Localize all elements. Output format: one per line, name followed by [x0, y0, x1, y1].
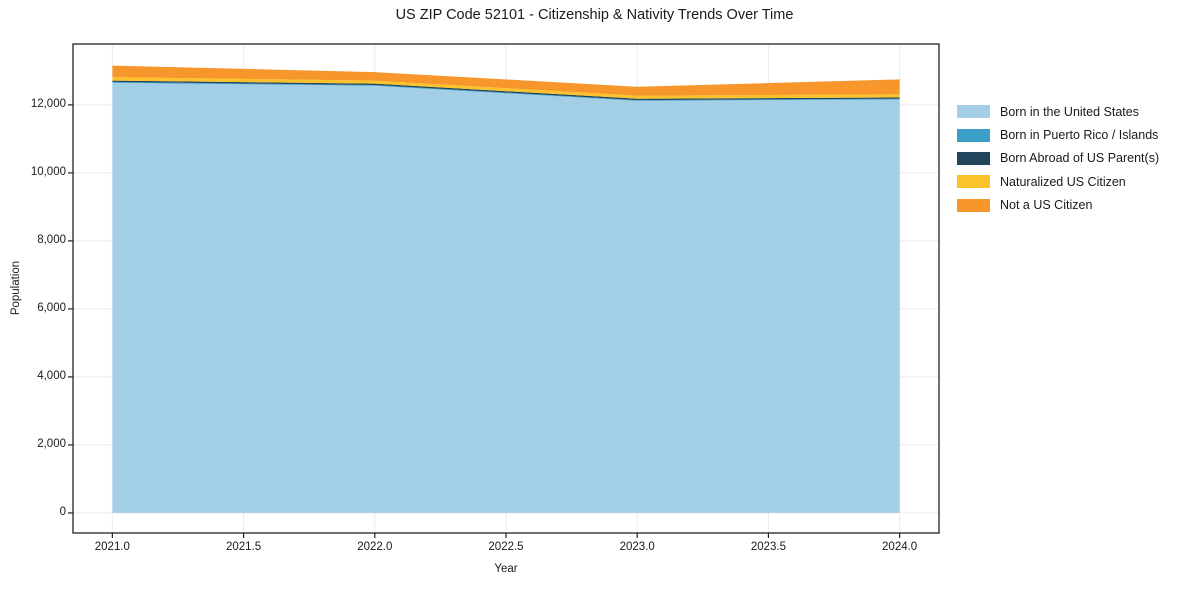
tick-marks: [68, 104, 901, 538]
x-tick-label: 2021.0: [94, 541, 130, 553]
y-tick-label: 0: [59, 506, 66, 519]
legend-item: Born Abroad of US Parent(s): [957, 147, 1159, 170]
legend-swatch: [957, 151, 990, 165]
legend-label: Born in the United States: [1000, 104, 1139, 119]
x-tick-label: 2022.5: [488, 541, 524, 553]
legend-item: Born in Puerto Rico / Islands: [957, 123, 1159, 146]
stacked-areas: [112, 65, 900, 513]
area-series: [112, 77, 900, 99]
x-axis-label: Year: [494, 563, 518, 575]
y-axis-label: Population: [10, 260, 22, 316]
y-tick-label: 10,000: [30, 166, 66, 179]
x-tick-label: 2024.0: [882, 541, 918, 553]
x-tick-label: 2021.5: [225, 541, 262, 553]
legend-item: Naturalized US Citizen: [957, 170, 1159, 193]
area-series: [112, 82, 900, 513]
x-tick-label: 2023.5: [750, 541, 787, 553]
chart-title: US ZIP Code 52101 - Citizenship & Nativi…: [395, 7, 794, 23]
legend-swatch: [957, 175, 990, 189]
legend-swatch: [957, 198, 990, 212]
x-tick-label: 2022.0: [357, 541, 393, 553]
legend: Born in the United States Born in Puerto …: [957, 100, 1159, 217]
legend-swatch: [957, 128, 990, 142]
y-tick-label: 2,000: [37, 438, 66, 451]
legend-item: Born in the United States: [957, 100, 1159, 123]
legend-swatch: [957, 105, 990, 119]
area-series: [112, 80, 900, 101]
x-tick-label: 2023.0: [619, 541, 655, 553]
legend-label: Not a US Citizen: [1000, 198, 1093, 213]
legend-label: Born in Puerto Rico / Islands: [1000, 128, 1159, 143]
legend-item: Not a US Citizen: [957, 194, 1159, 217]
legend-label: Naturalized US Citizen: [1000, 174, 1126, 189]
y-tick-label: 6,000: [37, 302, 66, 315]
legend-label: Born Abroad of US Parent(s): [1000, 151, 1160, 166]
y-tick-label: 4,000: [37, 370, 66, 383]
area-series: [112, 65, 900, 96]
y-tick-label: 12,000: [30, 98, 66, 111]
y-tick-label: 8,000: [37, 234, 66, 247]
